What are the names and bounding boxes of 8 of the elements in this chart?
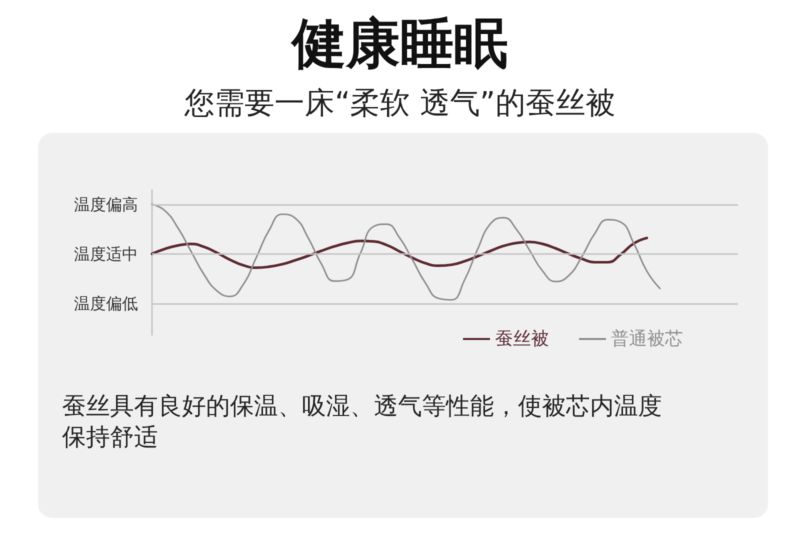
legend-label: 蚕丝被 (495, 328, 549, 350)
chart-subtitle: 您需要一床“柔软 透气”的蚕丝被 (183, 85, 616, 123)
chart-title: 健康睡眠 (290, 12, 509, 76)
ref-line-label: 温度偏低 (74, 294, 138, 313)
text: 蚕丝具有良好的保温、吸湿、透气等性能，使被芯内温度保持舒适 (62, 391, 663, 453)
ref-line-label: 温度偏高 (74, 194, 138, 214)
ref-line-label: 温度适中 (74, 244, 138, 264)
legend-label: 普通被芯 (611, 328, 683, 350)
